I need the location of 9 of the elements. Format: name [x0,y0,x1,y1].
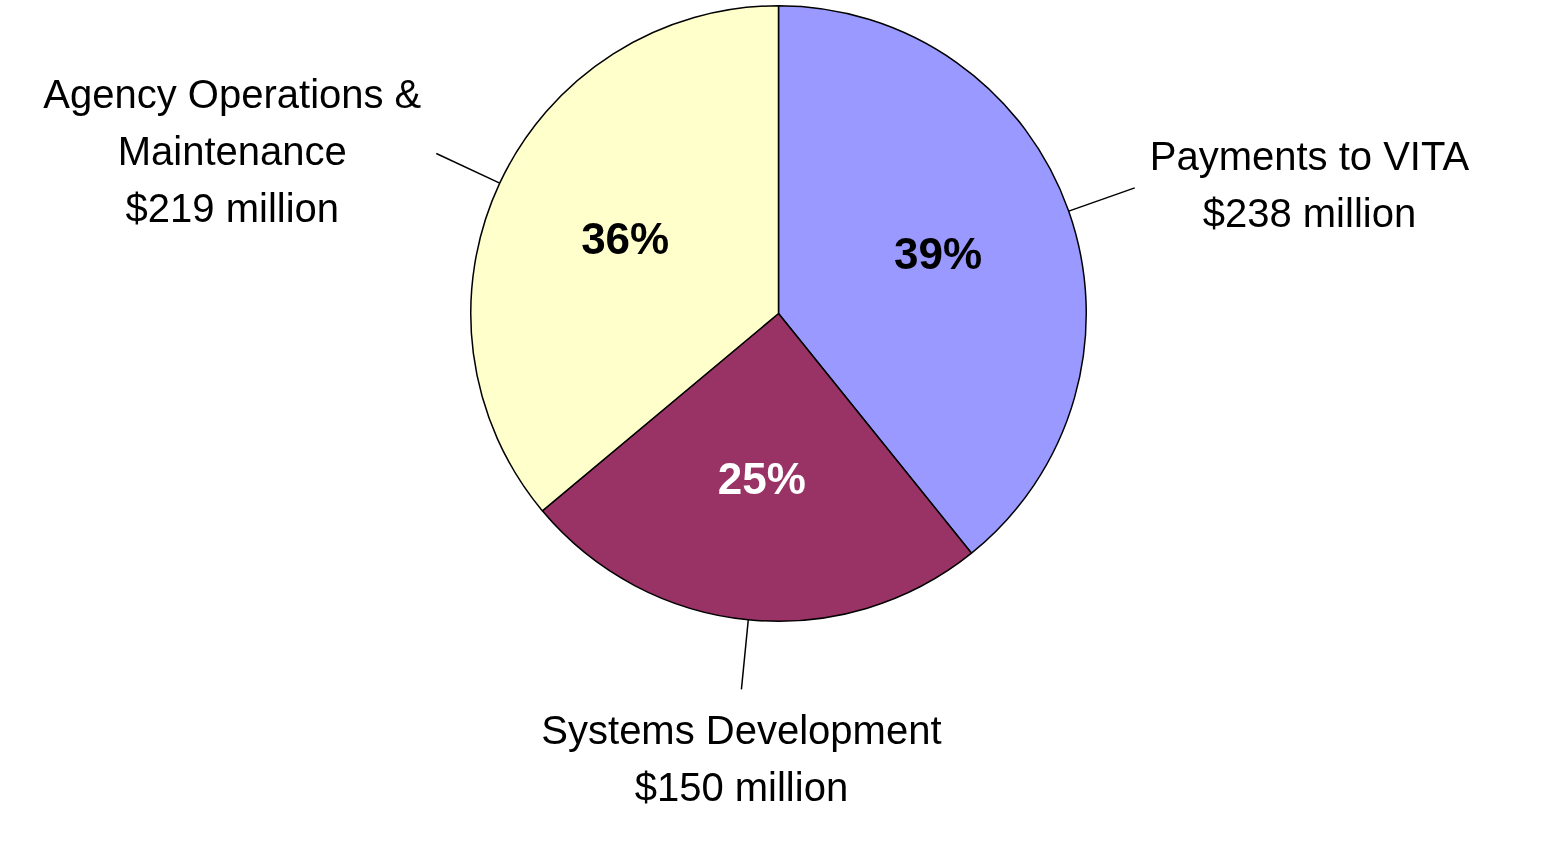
slice-label: Systems Development [541,707,942,752]
slice-label: Agency Operations & Maintenance [43,71,422,173]
text: 36% [581,213,670,263]
slice-label: Payments to VITA [1149,134,1470,179]
data-label: $150 million [634,764,849,809]
data-label: $238 million [1202,191,1417,236]
text: 39% [894,229,983,279]
text: 25% [717,454,806,504]
data-label: $219 million [125,185,340,230]
